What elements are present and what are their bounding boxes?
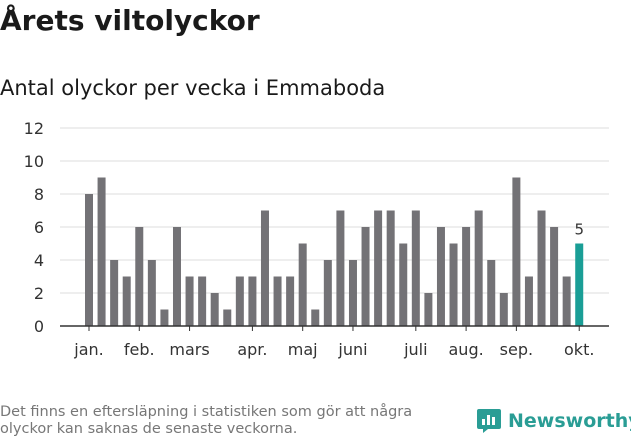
bar: [399, 243, 408, 326]
bar: [348, 260, 357, 326]
bar: [374, 210, 383, 326]
bar: [248, 276, 257, 326]
bar: [524, 276, 533, 326]
x-tick-label: jan.: [73, 340, 103, 359]
y-tick-label: 0: [34, 317, 44, 336]
x-tick-label: feb.: [124, 340, 155, 359]
newsworthy-logo-icon: [477, 409, 501, 433]
bar: [210, 293, 219, 326]
bar: [550, 227, 559, 326]
y-tick-label: 12: [24, 119, 44, 138]
bar: [361, 227, 370, 326]
bar: [260, 210, 269, 326]
bar: [474, 210, 483, 326]
bar: [135, 227, 144, 326]
bar: [122, 276, 131, 326]
x-tick-label: maj: [288, 340, 318, 359]
bar-chart: 0 2 4 6 8 10 12 jan. feb. mars apr. maj juni juli aug.…: [24, 119, 609, 359]
x-tick-label: juni: [337, 340, 367, 359]
chart-subtitle: Antal olyckor per vecka i Emmaboda: [0, 76, 386, 100]
x-tick-label: okt.: [564, 340, 594, 359]
data-label: 5: [574, 221, 584, 239]
bar: [160, 309, 169, 326]
page-title: Årets viltolyckor: [0, 4, 260, 37]
bar: [286, 276, 295, 326]
bar: [575, 243, 584, 326]
y-tick-label: 4: [34, 251, 44, 270]
y-tick-label: 2: [34, 284, 44, 303]
bar: [323, 260, 332, 326]
bar: [462, 227, 471, 326]
bar: [273, 276, 282, 326]
brand-logo[interactable]: Newsworthy: [476, 408, 631, 434]
y-tick-label: 6: [34, 218, 44, 237]
bar: [85, 194, 93, 326]
footnote: Det finns en eftersläpning i statistiken…: [0, 404, 413, 437]
bar: [386, 210, 395, 326]
x-tick-label: mars: [169, 340, 209, 359]
x-tick-label: apr.: [237, 340, 267, 359]
bar: [185, 276, 194, 326]
bar: [562, 276, 571, 326]
y-tick-label: 10: [24, 152, 44, 171]
bar: [411, 210, 420, 326]
bar: [436, 227, 445, 326]
bar: [97, 177, 106, 326]
x-tick-label: aug.: [449, 340, 484, 359]
bar: [172, 227, 181, 326]
bar: [336, 210, 345, 326]
y-tick-label: 8: [34, 185, 44, 204]
bar: [499, 293, 508, 326]
bar: [311, 309, 320, 326]
bar: [487, 260, 496, 326]
x-tick-label: sep.: [500, 340, 533, 359]
x-tick-label: juli: [403, 340, 427, 359]
bar: [110, 260, 119, 326]
bar: [537, 210, 546, 326]
bar: [223, 309, 232, 326]
bar: [449, 243, 458, 326]
bar: [147, 260, 156, 326]
bar: [298, 243, 307, 326]
bar: [424, 293, 433, 326]
bar: [235, 276, 244, 326]
bar: [512, 177, 521, 326]
brand-name: Newsworthy: [508, 410, 631, 432]
bar: [198, 276, 207, 326]
